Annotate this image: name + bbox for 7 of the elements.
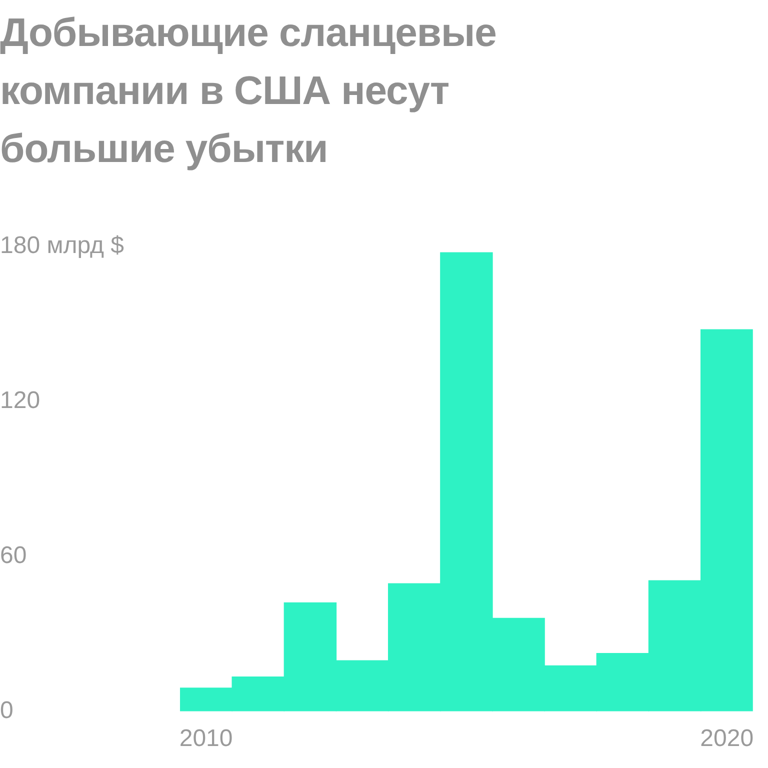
y-tick-label: 120 — [0, 386, 40, 414]
y-tick-label: 60 — [0, 542, 27, 569]
chart-title: Добывающие сланцевые компании в США несут большие убытки — [0, 10, 498, 173]
x-tick-label: 2020 — [700, 725, 754, 752]
x-tick-label: 2010 — [179, 725, 233, 752]
y-tick-label: 180 млрд $ — [0, 232, 124, 260]
y-tick-label: 0 — [0, 696, 14, 724]
